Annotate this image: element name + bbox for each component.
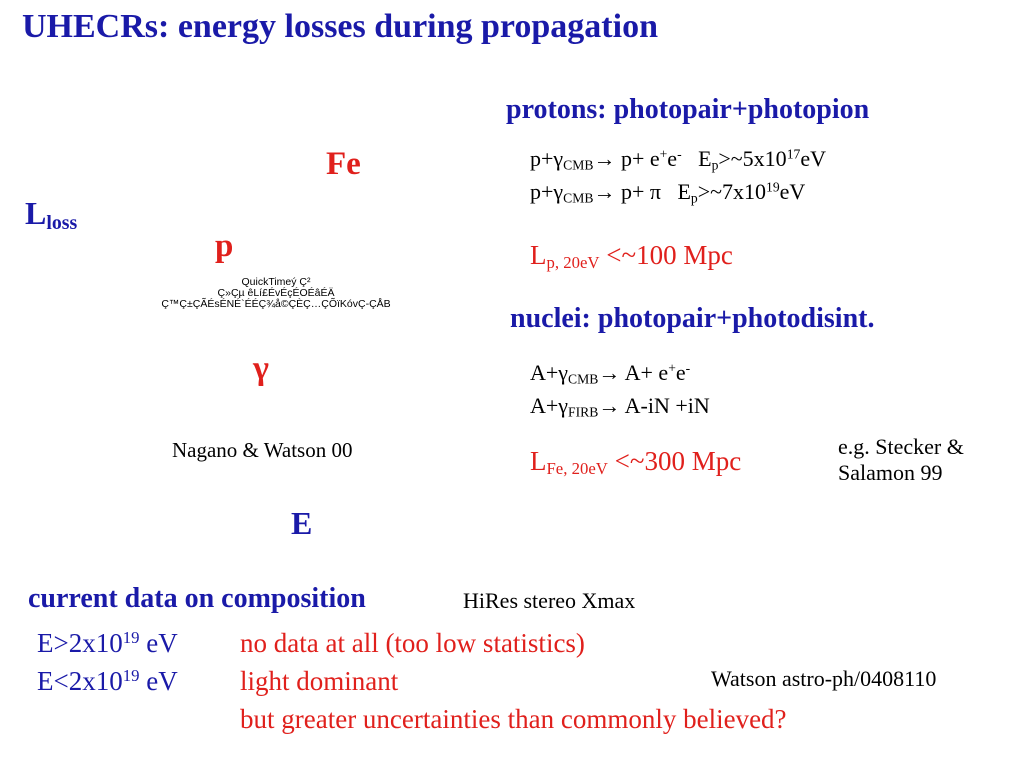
energy-above-threshold: E>2x1019 eV [37, 628, 178, 659]
slide-title: UHECRs: energy losses during propagation [22, 8, 658, 45]
placeholder-line: Ç™Ç±ÇÃÉsÉNÉ`ÉÉÇ¾å©ÇÈÇ…ÇÕïKóvÇ-ÇÅB [161, 298, 391, 310]
energy-below-threshold: E<2x1019 eV [37, 666, 178, 697]
composition-heading: current data on composition [28, 583, 366, 614]
composition-status-low: light dominant [240, 666, 399, 696]
reaction-lhs: p+γ [530, 179, 564, 204]
reaction-products: → A+ e [598, 360, 669, 385]
reaction-product-e: e [675, 360, 686, 385]
stecker-reference: e.g. Stecker & Salamon 99 [838, 434, 964, 485]
nuclei-reaction-photopair: A+γCMB→ A+ e+e- [530, 360, 690, 386]
reaction-lhs-sub: CMB [568, 371, 599, 387]
figure-credit: Nagano & Watson 00 [172, 438, 353, 462]
plot-label-p: p [215, 228, 234, 264]
missing-image-placeholder: QuickTimeý Ç² Ç»Çµ êLí£ÉvÉçÉOÉâÉÄ Ç™Ç±ÇÃ… [126, 277, 426, 310]
energy-base: E>2x10 [37, 628, 123, 658]
placeholder-line: QuickTimeý Ç² [241, 276, 311, 288]
threshold-exponent: 17 [786, 146, 801, 162]
proton-loss-length: Lp, 20eV <~100 Mpc [530, 240, 733, 271]
reaction-products: → A-iN +iN [598, 393, 710, 418]
reaction-lhs: A+γ [530, 393, 569, 418]
reaction-products: → p+ e [593, 146, 660, 171]
charge-sup: - [677, 146, 682, 162]
placeholder-line: Ç»Çµ êLí£ÉvÉçÉOÉâÉÄ [217, 287, 335, 299]
energy-unit: eV [139, 628, 178, 658]
proton-reaction-photopion: p+γCMB→ p+ π Ep>~7x1019eV [530, 179, 805, 205]
hires-label: HiRes stereo Xmax [463, 588, 636, 613]
charge-sup: + [659, 146, 668, 162]
nuclei-heading: nuclei: photopair+photodisint. [510, 303, 875, 334]
loss-subscript: p, 20eV [546, 253, 600, 273]
energy-exponent: 19 [122, 665, 140, 685]
energy-exponent: 19 [122, 627, 140, 647]
plot-label-gamma: γ [253, 350, 269, 387]
threshold-symbol: E [698, 146, 712, 171]
composition-status-high: no data at all (too low statistics) [240, 628, 585, 658]
energy-unit: eV [139, 666, 178, 696]
threshold-sub: p [690, 190, 698, 206]
loss-symbol: L [530, 446, 547, 476]
nuclei-loss-length: LFe, 20eV <~300 Mpc [530, 446, 741, 477]
charge-sup: - [685, 360, 691, 376]
loss-symbol: L [530, 240, 547, 270]
threshold-exponent: 19 [766, 179, 780, 195]
reaction-lhs: p+γ [530, 146, 564, 171]
composition-note: but greater uncertainties than commonly … [240, 704, 787, 734]
loss-value: <~100 Mpc [599, 240, 733, 270]
plot-label-fe: Fe [326, 146, 361, 182]
reaction-lhs-sub: FIRB [568, 404, 599, 420]
threshold-unit: eV [779, 179, 806, 204]
loss-subscript: Fe, 20eV [546, 459, 608, 479]
lloss-symbol: L [25, 195, 47, 231]
threshold-value: >~7x10 [697, 179, 767, 204]
reaction-products: → p+ π [593, 179, 661, 204]
reaction-product-e: e [667, 146, 678, 171]
threshold-sub: p [711, 157, 719, 173]
loss-value: <~300 Mpc [607, 446, 742, 476]
threshold-unit: eV [800, 146, 826, 171]
lloss-subscript: loss [46, 211, 78, 234]
protons-heading: protons: photopair+photopion [506, 94, 870, 125]
threshold-symbol: E [677, 179, 691, 204]
plot-label-lloss: Lloss [25, 195, 78, 234]
reaction-lhs: A+γ [530, 360, 569, 385]
plot-label-e: E [291, 505, 313, 541]
reaction-lhs-sub: CMB [563, 157, 594, 173]
threshold-value: >~5x10 [718, 146, 787, 171]
charge-sup: + [668, 360, 676, 376]
proton-reaction-photopair: p+γCMB→ p+ e+e- Ep>~5x1017eV [530, 146, 826, 172]
watson-reference: Watson astro-ph/0408110 [711, 666, 937, 691]
nuclei-reaction-photodisintegration: A+γFIRB→ A-iN +iN [530, 393, 710, 419]
energy-base: E<2x10 [37, 666, 123, 696]
reaction-lhs-sub: CMB [563, 190, 594, 206]
